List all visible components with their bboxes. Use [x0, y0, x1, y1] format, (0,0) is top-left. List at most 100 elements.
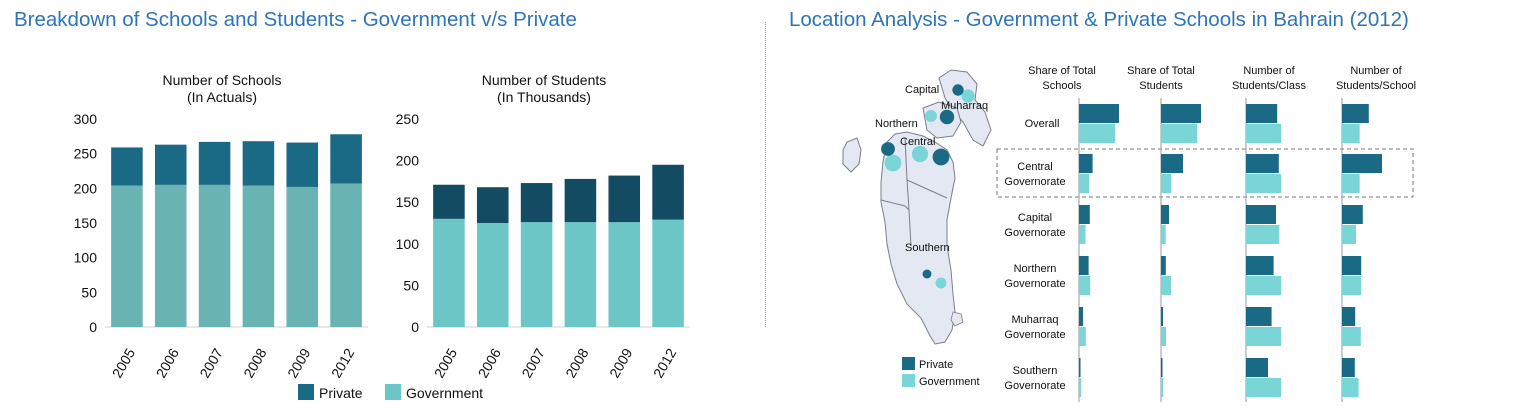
row-label: Governorate	[1004, 227, 1065, 239]
y-tick-label: 50	[403, 277, 419, 293]
bar-private	[1342, 154, 1382, 173]
bar-private	[433, 184, 465, 219]
bar-government	[1079, 225, 1086, 244]
column-header: Schools	[1042, 80, 1082, 92]
bar-private	[111, 147, 143, 186]
bar-private	[1079, 154, 1093, 173]
bar-private	[1342, 205, 1363, 224]
bar-private	[1079, 104, 1119, 123]
marker-private	[932, 148, 950, 166]
column-header: Share of Total	[1028, 65, 1096, 77]
bar-private	[1342, 256, 1362, 275]
chart-title: Number of Schools	[162, 72, 281, 88]
row-label: Northern	[1014, 263, 1057, 275]
bar-private	[1246, 154, 1279, 173]
bar-private	[286, 142, 319, 187]
map-southern-boundary	[906, 179, 912, 247]
map-label-capital: Capital	[905, 84, 939, 96]
bar-government	[1246, 124, 1282, 143]
y-tick-label: 300	[74, 111, 98, 127]
bar-government	[652, 219, 684, 327]
bar-private	[1342, 358, 1355, 377]
row-label: Governorate	[1004, 278, 1065, 290]
marker-government	[961, 89, 975, 103]
y-tick-label: 0	[411, 319, 419, 335]
chart-subtitle: (In Actuals)	[187, 89, 257, 105]
legend-label-private: Private	[319, 385, 363, 401]
row-label: Governorate	[1004, 176, 1065, 188]
map-legend-swatch-government	[902, 374, 915, 387]
bar-government	[198, 184, 231, 327]
bar-government	[1342, 327, 1361, 346]
bar-private	[1079, 205, 1090, 224]
bar-government	[520, 222, 553, 327]
bar-government	[1342, 276, 1362, 295]
bar-government	[433, 218, 465, 327]
map-legend: Private Government	[902, 357, 980, 388]
row-label: Muharraq	[1011, 314, 1058, 326]
bar-government	[1079, 327, 1086, 346]
bar-private	[476, 187, 509, 223]
bar-government	[1079, 378, 1082, 397]
bar-government	[608, 222, 641, 327]
legend-label-government: Government	[406, 385, 483, 401]
marker-private	[952, 84, 964, 96]
column-header: Students	[1139, 80, 1183, 92]
y-tick-label: 150	[74, 215, 98, 231]
location-analysis-table: Share of Total Schools Share of Total Stude…	[996, 65, 1416, 402]
map-legend-swatch-private	[902, 357, 915, 370]
y-tick-label: 250	[74, 146, 98, 162]
bar-private	[652, 164, 684, 220]
bar-government	[1246, 225, 1280, 244]
map-western-island	[842, 137, 862, 173]
chart-subtitle: (In Thousands)	[497, 89, 591, 105]
bar-private	[1246, 307, 1272, 326]
bahrain-map: Capital Muharraq Northern Central Southe…	[842, 69, 992, 345]
bar-private	[330, 134, 362, 184]
bar-government	[242, 185, 275, 327]
bar-private	[1079, 358, 1081, 377]
row-label: Overall	[1025, 118, 1060, 130]
map-label-muharraq: Muharraq	[941, 100, 988, 112]
marker-government	[911, 145, 929, 163]
y-tick-label: 200	[396, 153, 420, 169]
row-label: Governorate	[1004, 329, 1065, 341]
bar-government	[1342, 225, 1356, 244]
bar-government	[154, 184, 187, 327]
row-label: Central	[1017, 161, 1052, 173]
bar-government	[1246, 378, 1282, 397]
left-title: Breakdown of Schools and Students - Gove…	[14, 8, 577, 31]
bar-private	[1079, 307, 1083, 326]
x-tick-label: 2012	[650, 345, 680, 380]
bar-private	[1161, 256, 1166, 275]
row-label: Southern	[1013, 365, 1058, 377]
bar-private	[608, 175, 641, 223]
bar-government	[1079, 276, 1091, 295]
bar-government	[564, 222, 597, 327]
column-header: Number of	[1243, 65, 1295, 77]
right-title: Location Analysis - Government & Private…	[789, 8, 1409, 31]
bar-private	[520, 183, 553, 223]
map-label-northern: Northern	[875, 118, 918, 130]
bar-private	[1079, 256, 1089, 275]
x-tick-label: 2009	[606, 345, 636, 380]
marker-private	[922, 269, 932, 279]
bar-government	[1079, 174, 1090, 193]
y-tick-label: 150	[396, 194, 420, 210]
chart-title: Number of Students	[482, 72, 607, 88]
bar-private	[1161, 358, 1163, 377]
bar-government	[1079, 124, 1115, 143]
schools-students-legend: Private Government	[298, 384, 483, 401]
bar-government	[286, 186, 319, 327]
x-tick-label: 2007	[518, 345, 548, 380]
bar-government	[1161, 225, 1166, 244]
schools-bar-chart: Number of Schools (In Actuals) 0 50 100 150…	[74, 72, 368, 380]
marker-government	[935, 277, 947, 289]
column-header: Students/Class	[1232, 80, 1306, 92]
y-tick-label: 50	[81, 284, 97, 300]
bar-private	[1246, 358, 1268, 377]
bar-private	[1161, 307, 1163, 326]
y-tick-label: 100	[74, 250, 98, 266]
bar-government	[1342, 124, 1360, 143]
map-northern-boundary	[880, 199, 910, 211]
